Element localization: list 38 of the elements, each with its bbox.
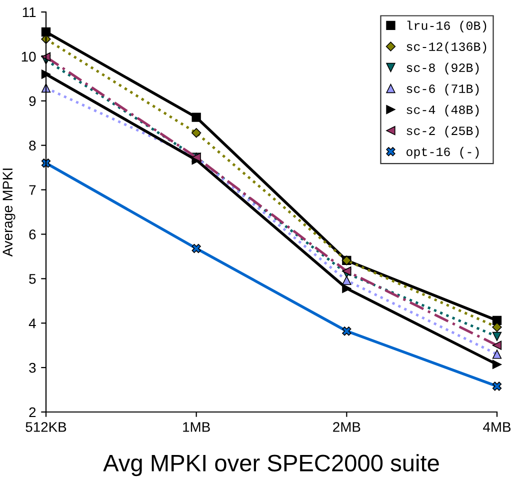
y-tick-label: 3 (29, 362, 36, 373)
point (41, 52, 51, 62)
point (492, 360, 502, 370)
legend-label: sc-4 (48B) (406, 104, 479, 117)
point (41, 158, 51, 168)
y-tick-label: 2 (29, 407, 36, 418)
x-tick-label: 4MB (483, 422, 511, 432)
y-tick-label: 5 (29, 274, 36, 284)
y-tick-label: 6 (29, 230, 36, 240)
y-tick-label: 4 (28, 318, 36, 328)
x-axis-title: Avg MPKI over SPEC2000 suite (103, 454, 439, 476)
legend-label: sc-8 (92B) (406, 62, 479, 74)
point (342, 284, 352, 294)
y-tick-label: 11 (22, 7, 36, 18)
legend-label: sc-2 (25B) (406, 126, 479, 138)
y-tick-label: 9 (29, 96, 36, 106)
x-tick-label: 1MB (183, 422, 210, 432)
y-tick-label: 7 (29, 185, 36, 195)
legend-label: lru-16 (0B) (407, 20, 486, 32)
legend-label: sc-12(136B) (406, 42, 486, 54)
y-tick-label: 10 (22, 52, 36, 62)
point (342, 276, 352, 286)
point (191, 128, 202, 138)
y-tick-label: 8 (29, 140, 36, 151)
legend-label: sc-6 (71B) (406, 84, 479, 96)
point (342, 326, 352, 336)
point (492, 322, 502, 332)
legend-label: opt-16 (-) (406, 146, 479, 159)
point (492, 332, 502, 342)
x-tick-label: 512KB (26, 422, 66, 432)
point (492, 382, 502, 391)
point (492, 340, 502, 350)
point (492, 350, 502, 359)
x-tick-label: 2MB (333, 422, 360, 432)
y-axis-title: Average MPKI (2, 168, 16, 257)
point (342, 266, 352, 276)
point (192, 244, 201, 254)
point (192, 112, 201, 122)
